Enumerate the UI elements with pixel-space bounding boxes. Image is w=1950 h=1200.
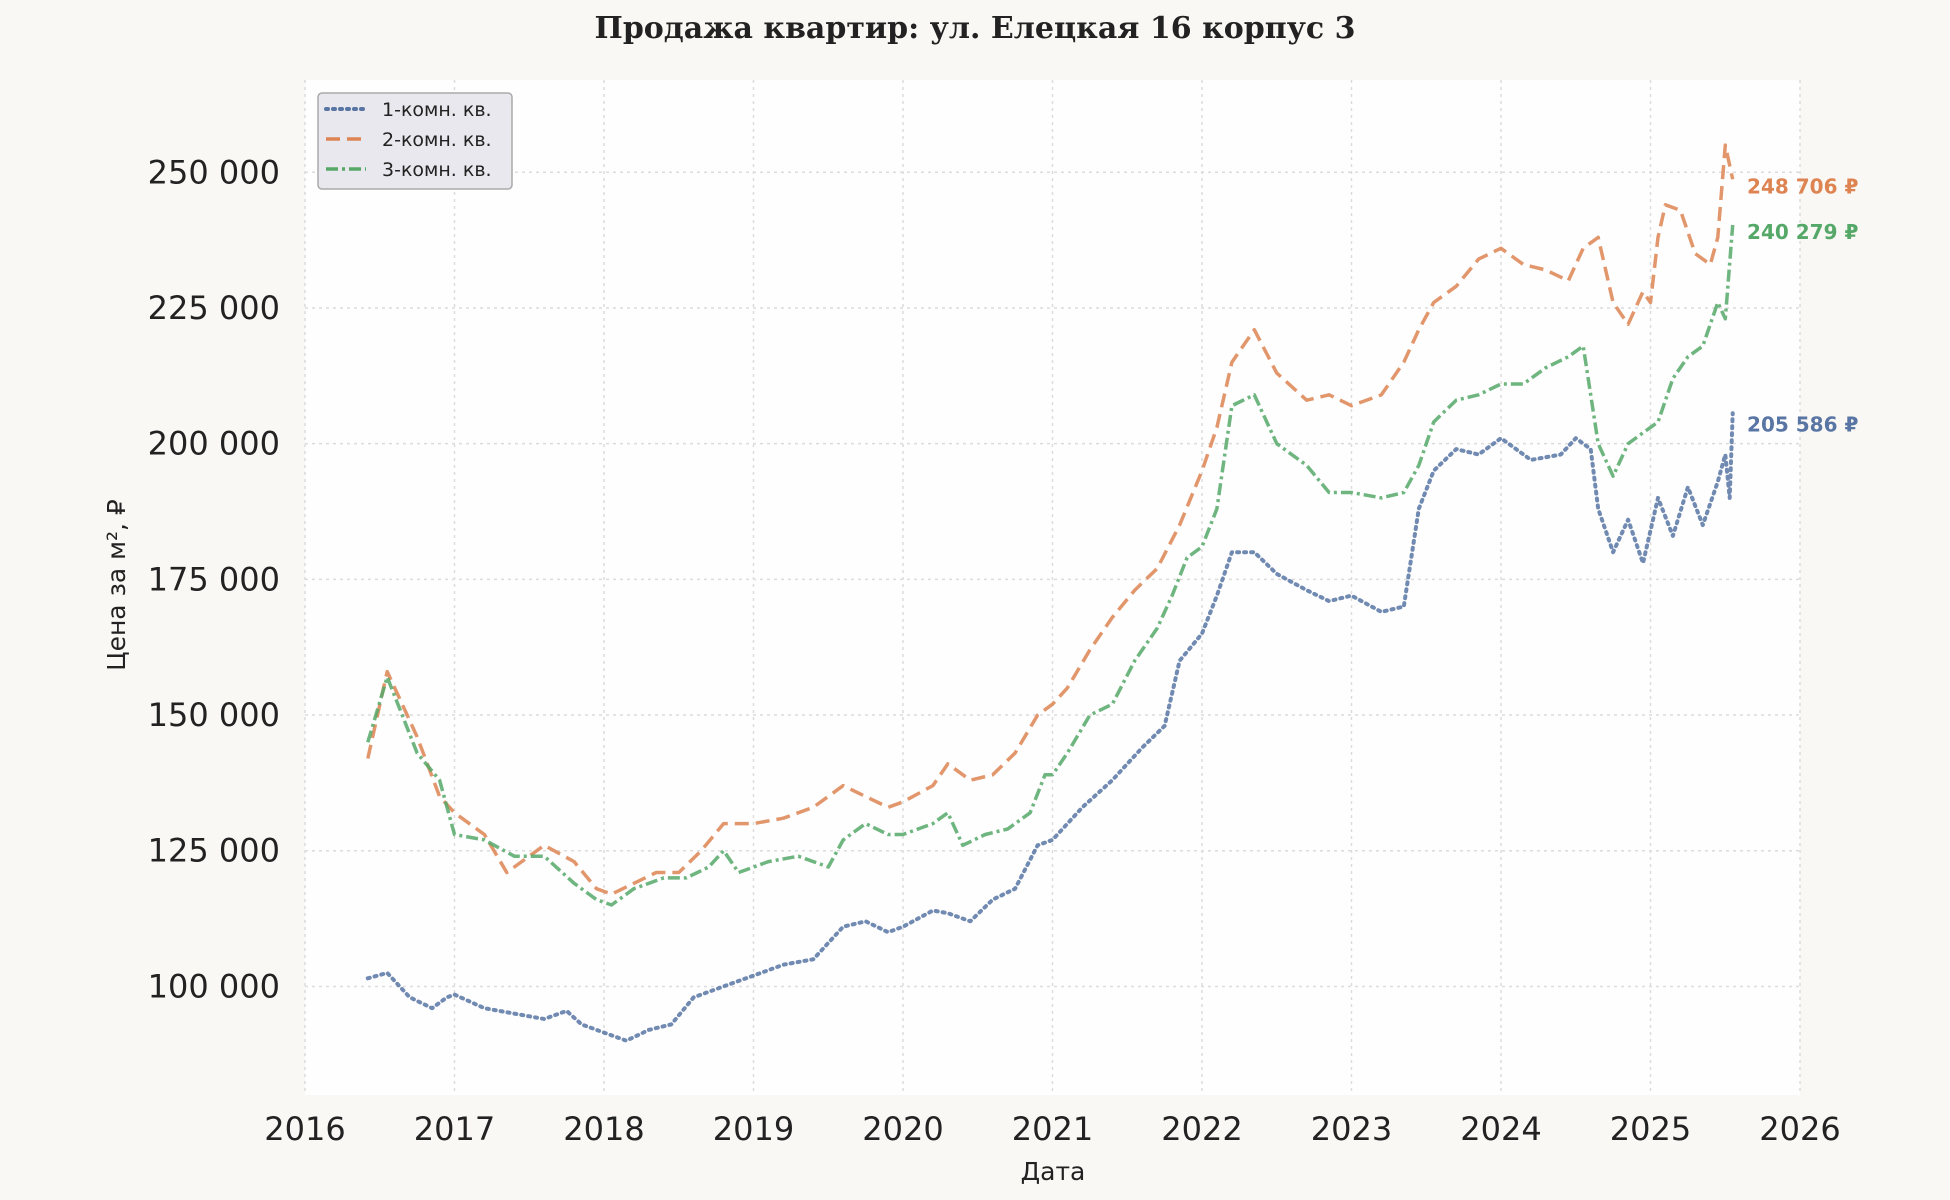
x-tick-label: 2019 — [713, 1110, 794, 1148]
series-line-1 — [365, 411, 1735, 1043]
x-tick-label: 2026 — [1759, 1110, 1840, 1148]
axis-ticks: 2016 2017 2018 2019 2020 2021 2022 2023 2024 2025… — [148, 153, 1841, 1148]
series-end-label-1: 205 586 ₽ — [1747, 412, 1858, 436]
series-line-2 — [366, 143, 1735, 896]
legend: 1-комн. кв. 2-комн. кв. 3-комн. кв. — [317, 92, 513, 190]
x-tick-label: 2018 — [563, 1110, 644, 1148]
y-tick-label: 150 000 — [148, 696, 280, 734]
x-tick-label: 2017 — [414, 1110, 495, 1148]
x-axis-label: Дата — [1021, 1157, 1086, 1186]
legend-label-3: 3-комн. кв. — [382, 159, 492, 181]
series-line-3 — [366, 224, 1735, 907]
x-tick-label: 2021 — [1012, 1110, 1093, 1148]
chart-title: Продажа квартир: ул. Елецкая 16 корпус 3 — [594, 11, 1355, 46]
x-tick-label: 2024 — [1460, 1110, 1541, 1148]
y-tick-label: 175 000 — [148, 560, 280, 598]
x-tick-label: 2023 — [1311, 1110, 1392, 1148]
y-tick-label: 225 000 — [148, 289, 280, 327]
legend-label-2: 2-комн. кв. — [382, 129, 492, 151]
end-value-labels: 205 586 ₽ 248 706 ₽ 240 279 ₽ — [1747, 174, 1858, 436]
x-tick-label: 2020 — [862, 1110, 943, 1148]
series-end-label-2: 248 706 ₽ — [1747, 174, 1858, 198]
y-tick-label: 100 000 — [148, 967, 280, 1005]
x-tick-label: 2016 — [264, 1110, 345, 1148]
series-end-label-3: 240 279 ₽ — [1747, 220, 1858, 244]
x-tick-label: 2022 — [1161, 1110, 1242, 1148]
legend-label-1: 1-комн. кв. — [382, 99, 492, 121]
y-tick-label: 250 000 — [148, 153, 280, 191]
series-layer — [365, 143, 1735, 1043]
legend-box — [317, 92, 513, 190]
y-axis-label: Цена за м², ₽ — [102, 499, 131, 671]
y-tick-label: 125 000 — [148, 832, 280, 870]
x-tick-label: 2025 — [1610, 1110, 1691, 1148]
y-tick-label: 200 000 — [148, 425, 280, 463]
